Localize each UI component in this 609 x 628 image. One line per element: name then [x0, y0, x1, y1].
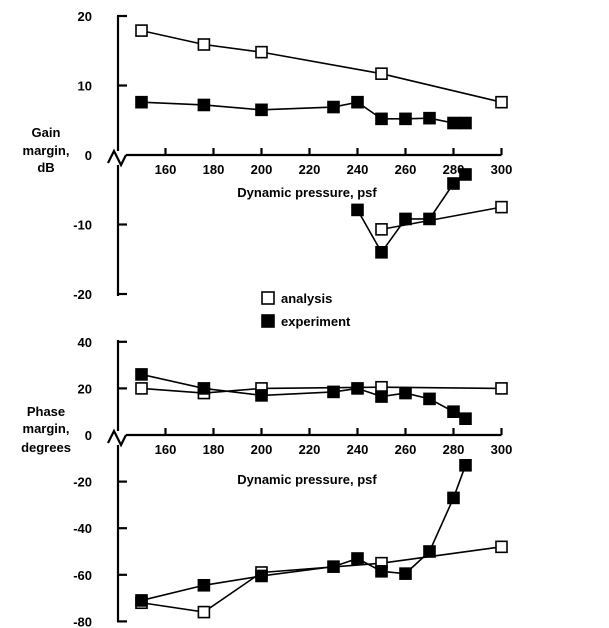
data-point-analysis — [197, 605, 211, 619]
data-point-experiment — [399, 112, 412, 126]
data-point-analysis — [375, 223, 388, 236]
y-tick-label: 10 — [78, 79, 92, 94]
legend-marker-analysis — [261, 291, 275, 305]
x-tick-label: 180 — [203, 442, 225, 457]
series-line-analysis — [141, 546, 502, 613]
data-point-experiment — [197, 382, 211, 395]
y-axis-label: margin, — [23, 143, 70, 158]
x-axis-label: Dynamic pressure, psf — [237, 472, 377, 487]
data-point-experiment — [255, 569, 268, 583]
x-tick-label: 280 — [443, 162, 465, 177]
data-point-experiment — [399, 386, 412, 400]
data-point-analysis — [495, 540, 508, 554]
axis-break — [107, 428, 127, 448]
data-point-experiment — [459, 116, 472, 130]
x-tick-label: 160 — [155, 162, 177, 177]
data-point-experiment — [327, 560, 340, 573]
data-point-analysis — [197, 38, 211, 51]
data-point-experiment — [399, 212, 412, 226]
y-tick-label: -20 — [73, 475, 92, 490]
data-point-experiment — [197, 578, 211, 592]
data-point-analysis — [495, 95, 508, 109]
data-point-experiment — [423, 545, 436, 558]
x-axis-label: Dynamic pressure, psf — [237, 185, 377, 200]
x-tick-label: 160 — [155, 442, 177, 457]
series-line-experiment — [141, 373, 466, 420]
x-tick-label: 200 — [251, 442, 273, 457]
data-point-experiment — [459, 458, 472, 472]
y-axis-label: Gain — [32, 125, 61, 140]
data-point-experiment — [399, 567, 412, 580]
legend: analysis experiment — [261, 291, 351, 329]
x-tick-label: 220 — [299, 442, 321, 457]
data-point-experiment — [135, 594, 148, 607]
y-tick-label: 0 — [85, 428, 92, 443]
data-point-experiment — [423, 392, 436, 406]
axis-break — [107, 148, 127, 168]
x-tick-label: 260 — [395, 162, 417, 177]
data-point-experiment — [459, 412, 472, 425]
y-tick-label: -80 — [73, 614, 92, 628]
data-point-experiment — [135, 368, 148, 381]
x-tick-label: 280 — [443, 442, 465, 457]
data-point-experiment — [327, 100, 340, 114]
y-axis-label: degrees — [21, 440, 71, 455]
data-point-analysis — [495, 382, 508, 395]
data-point-experiment — [351, 552, 364, 565]
x-tick-label: 240 — [347, 442, 369, 457]
x-tick-label: 240 — [347, 162, 369, 177]
data-point-experiment — [447, 491, 460, 505]
data-point-experiment — [197, 98, 211, 112]
data-point-experiment — [375, 112, 388, 126]
y-tick-label: -60 — [73, 568, 92, 583]
legend-marker-experiment — [261, 314, 275, 328]
y-tick-label: -40 — [73, 521, 92, 536]
data-point-analysis — [495, 200, 508, 214]
data-point-experiment — [351, 95, 364, 109]
data-point-experiment — [423, 212, 436, 226]
data-point-analysis — [135, 24, 148, 37]
data-point-experiment — [255, 103, 268, 117]
data-point-experiment — [351, 382, 364, 395]
data-point-experiment — [375, 565, 388, 578]
y-axis-label: Phase — [27, 404, 65, 419]
data-point-experiment — [375, 390, 388, 403]
data-point-experiment — [447, 177, 460, 190]
x-tick-label: 200 — [251, 162, 273, 177]
panel-gain-margin: 20 10 0 -10 -20 160 180 200 220 240 260 280 300 Dynam… — [23, 9, 513, 302]
x-tick-label: 180 — [203, 162, 225, 177]
x-tick-label: 300 — [491, 162, 513, 177]
y-axis-label: dB — [37, 160, 54, 175]
data-point-experiment — [375, 246, 388, 259]
data-point-experiment — [327, 385, 340, 399]
x-tick-label: 220 — [299, 162, 321, 177]
data-point-experiment — [255, 389, 268, 402]
data-point-analysis — [255, 45, 268, 59]
y-tick-label: 40 — [78, 335, 92, 350]
legend-label: experiment — [281, 314, 351, 329]
data-point-experiment — [423, 111, 436, 125]
series-line-experiment — [141, 465, 467, 602]
y-tick-label: 20 — [78, 9, 92, 24]
x-tick-label: 260 — [395, 442, 417, 457]
y-tick-label: 20 — [78, 381, 92, 396]
y-tick-label: -10 — [73, 218, 92, 233]
data-point-experiment — [135, 95, 148, 109]
data-point-analysis — [135, 382, 148, 395]
data-point-experiment — [447, 405, 460, 419]
series-line-analysis — [141, 29, 502, 103]
legend-label: analysis — [281, 291, 332, 306]
y-tick-label: 0 — [85, 148, 92, 163]
data-point-analysis — [375, 67, 388, 80]
y-axis-label: margin, — [23, 421, 70, 436]
y-tick-label: -20 — [73, 287, 92, 302]
series-line-experiment — [141, 101, 466, 124]
x-tick-label: 300 — [491, 442, 513, 457]
data-point-experiment — [447, 116, 460, 130]
data-point-experiment — [459, 168, 472, 181]
data-point-experiment — [351, 203, 364, 217]
